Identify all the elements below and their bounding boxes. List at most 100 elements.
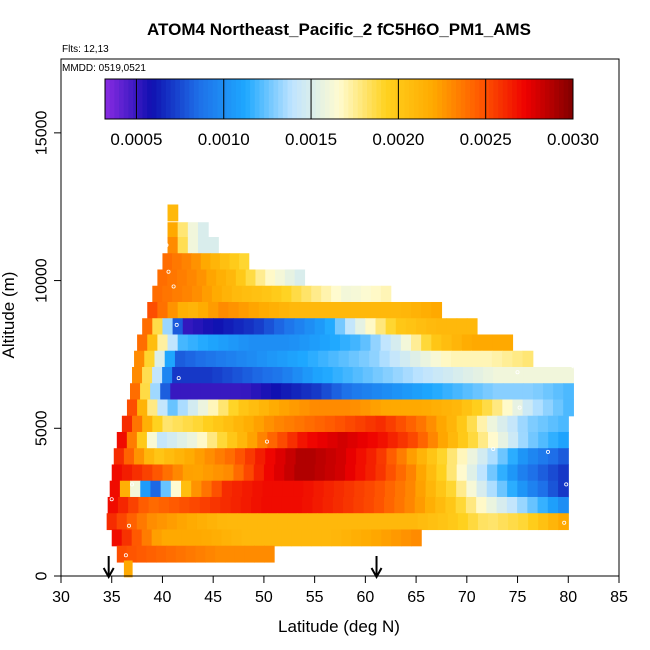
heatmap-cell: [194, 448, 206, 466]
heatmap-cell: [366, 448, 377, 466]
heatmap-cell: [272, 366, 284, 384]
x-tick-label: 30: [52, 589, 70, 606]
sample-marker: [571, 364, 576, 369]
y-tick-label: 10000: [34, 258, 51, 303]
heatmap-cell: [517, 480, 529, 498]
heatmap-cell: [507, 415, 519, 433]
colorbar-cell: [516, 79, 523, 119]
heatmap-cell: [513, 366, 524, 384]
heatmap-cell: [172, 366, 183, 384]
heatmap-cell: [187, 399, 199, 417]
heatmap-cell: [402, 383, 413, 401]
heatmap-cell: [340, 399, 351, 417]
heatmap-cell: [506, 496, 518, 514]
heatmap-cell: [522, 350, 534, 368]
sample-marker: [166, 269, 171, 274]
heatmap-cell: [487, 464, 498, 482]
colorbar-cell: [554, 79, 560, 119]
colorbar-cell: [540, 79, 546, 119]
heatmap-cell: [402, 366, 414, 384]
heatmap-cell: [261, 529, 273, 547]
heatmap-cell: [477, 431, 489, 449]
heatmap-cell: [538, 513, 549, 531]
heatmap-cell: [537, 496, 549, 514]
heatmap-cell: [240, 496, 252, 514]
heatmap-cell: [337, 431, 349, 449]
colorbar-cell: [535, 79, 541, 119]
heatmap-cell: [170, 480, 182, 498]
heatmap-cell: [436, 415, 448, 433]
heatmap-cell: [294, 318, 306, 336]
colorbar-cell: [292, 79, 298, 119]
colorbar-cell: [451, 79, 457, 119]
colorbar-cell: [198, 79, 204, 119]
colorbar-cell: [526, 79, 532, 119]
colorbar-cell: [437, 79, 443, 119]
heatmap-cell: [369, 350, 381, 368]
heatmap-cell: [213, 464, 224, 482]
heatmap-cell: [142, 318, 153, 336]
heatmap-cell: [323, 480, 335, 498]
heatmap-cell: [142, 366, 153, 384]
heatmap-cell: [205, 350, 217, 368]
heatmap-cell: [220, 496, 232, 514]
heatmap-cell: [357, 431, 369, 449]
heatmap-cell: [426, 318, 437, 336]
colorbar-cell: [502, 79, 508, 119]
heatmap-cell: [502, 350, 513, 368]
heatmap-cell: [146, 545, 157, 563]
heatmap-cell: [537, 415, 549, 433]
heatmap-cell: [284, 415, 295, 433]
heatmap-cell: [447, 513, 459, 531]
heatmap-cell: [136, 545, 147, 563]
x-tick-label: 40: [154, 589, 172, 606]
heatmap-cell: [254, 545, 265, 563]
heatmap-cell: [111, 464, 123, 482]
heatmap-cell: [130, 480, 141, 498]
heatmap-cell: [162, 285, 173, 303]
heatmap-cell: [181, 253, 192, 271]
heatmap-cell: [407, 431, 419, 449]
heatmap-cell: [192, 415, 204, 433]
heatmap-cell: [190, 383, 202, 401]
heatmap-cell: [476, 464, 488, 482]
heatmap-cell: [277, 431, 288, 449]
heatmap-cell: [187, 431, 198, 449]
heatmap-cell: [214, 448, 226, 466]
colorbar-tick-label: 0.0005: [110, 130, 162, 149]
heatmap-cell: [457, 513, 469, 531]
heatmap-cell: [558, 464, 569, 482]
heatmap-cell: [203, 415, 214, 433]
heatmap-cell: [224, 545, 236, 563]
heatmap-cell: [340, 334, 351, 352]
heatmap-cell: [233, 415, 245, 433]
colorbar-cell: [250, 79, 256, 119]
heatmap-cell: [294, 269, 306, 287]
heatmap-cell: [191, 529, 203, 547]
x-tick-label: 65: [407, 589, 425, 606]
heatmap-cell: [275, 448, 287, 466]
heatmap-cell: [517, 415, 529, 433]
heatmap-cell: [350, 399, 361, 417]
heatmap-cell: [372, 366, 384, 384]
colorbar-cell: [236, 79, 242, 119]
colorbar-cell: [563, 79, 569, 119]
heatmap-cell: [497, 464, 508, 482]
heatmap-cell: [563, 399, 574, 417]
heatmap-cell: [497, 448, 509, 466]
heatmap-cell: [329, 334, 341, 352]
colorbar-cell: [385, 79, 391, 119]
heatmap-cell: [476, 496, 487, 514]
heatmap-cell: [451, 334, 463, 352]
heatmap-cell: [432, 383, 443, 401]
heatmap-cell: [343, 496, 354, 514]
arrow-head: [370, 567, 383, 580]
heatmap-cell: [486, 480, 498, 498]
heatmap-cell: [558, 496, 569, 514]
heatmap-cell: [341, 529, 352, 547]
colorbar-cell: [287, 79, 293, 119]
heatmap-cell: [116, 431, 128, 449]
heatmap-cell: [405, 318, 417, 336]
sample-marker: [164, 243, 169, 248]
heatmap-cell: [220, 383, 232, 401]
